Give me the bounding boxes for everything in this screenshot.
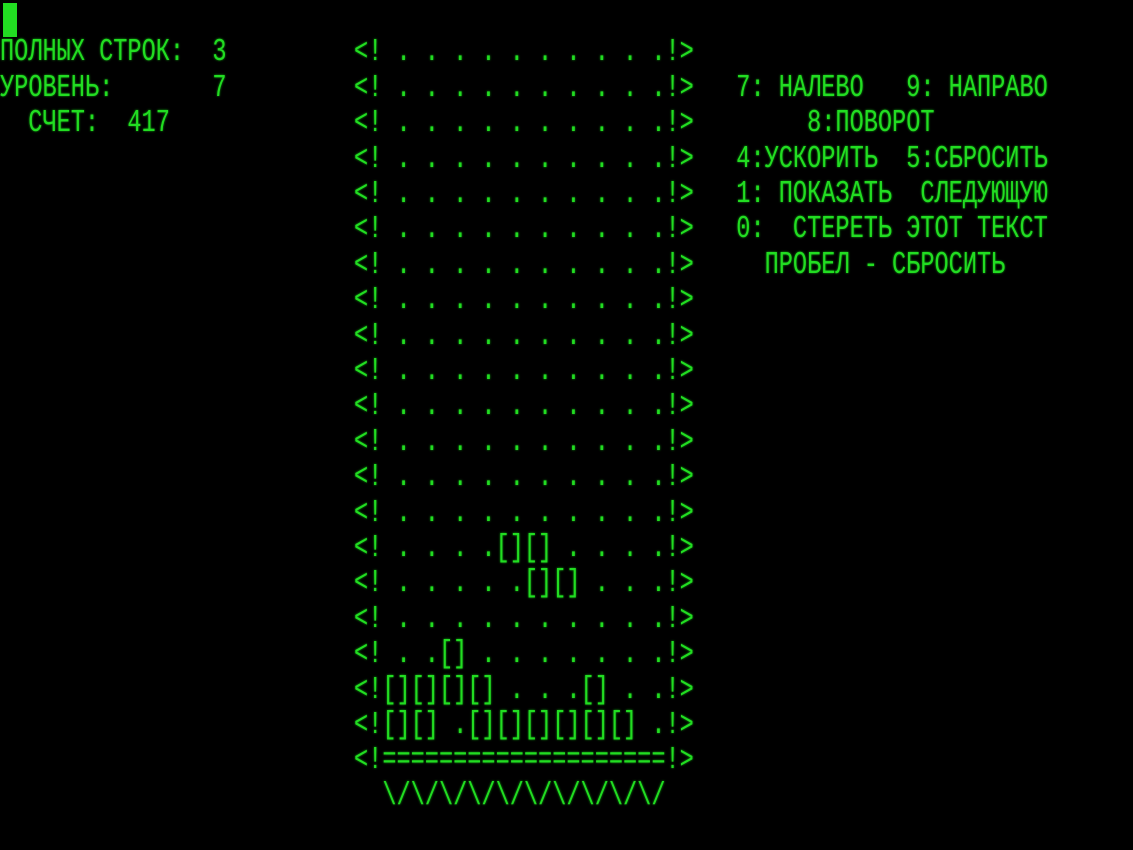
help-speed: 4:УСКОРИТЬ [736, 140, 878, 178]
board-row: <! . . . . . . . . . .!> [354, 70, 694, 107]
board-row: <! . . . . . . . . . .!> [354, 601, 694, 638]
help-left: 7: НАЛЕВО [736, 70, 864, 107]
board-base: \/\/\/\/\/\/\/\/\/\/ [382, 778, 666, 815]
board-row: <! . . . . . . . . . .!> [354, 282, 694, 319]
help-show-next: 1: ПОКАЗАТЬ СЛЕДУЮЩУЮ [736, 176, 1048, 213]
board-row: <! . . . . . . . . . .!> [354, 459, 694, 496]
help-drop: 5:СБРОСИТЬ [906, 140, 1048, 178]
board-row: <! . . . . . . . . . .!> [354, 34, 694, 72]
board-row: <! . . . . . . . . . .!> [354, 247, 694, 284]
board-row: <! . . . . . . . . . .!> [354, 388, 694, 426]
board-row: <! . . . . . . . . . .!> [354, 211, 694, 249]
help-right: 9: НАПРАВО [906, 70, 1048, 107]
help-rotate: 8:ПОВОРОТ [807, 105, 935, 142]
help-space: ПРОБЕЛ - СБРОСИТЬ [764, 247, 1006, 284]
board-row: <! . . . . . . . . . .!> [354, 317, 694, 355]
board-row: <! . . . . . . . . . .!> [354, 353, 694, 390]
board-row: <! . . . . . . . . . .!> [354, 105, 694, 142]
board-floor: <!====================!> [354, 742, 694, 780]
level-label: УРОВЕНЬ: [0, 70, 114, 107]
board-row: <! . . . . . . . . . .!> [354, 140, 694, 178]
level-value: 7 [212, 70, 227, 107]
score-label: СЧЕТ: [28, 105, 100, 142]
board-row: <![][][][] . . .[] . .!> [354, 671, 694, 709]
lines-value: 3 [212, 34, 227, 72]
board-row: <! . . . . . . . . . .!> [354, 494, 694, 532]
score-value: 417 [127, 105, 170, 142]
board-row: <![][] .[][][][][][] .!> [354, 707, 694, 744]
board-row: <! . . . .[][] . . . .!> [354, 530, 694, 567]
board-row: <! . . . . . . . . . .!> [354, 424, 694, 461]
text-cursor [3, 3, 17, 37]
board-row: <! . . . . . . . . . .!> [354, 176, 694, 213]
help-erase: 0: СТЕРЕТЬ ЭТОТ ТЕКСТ [736, 211, 1048, 249]
lines-label: ПОЛНЫХ СТРОК: [0, 34, 185, 72]
board-row: <! . . . . .[][] . . .!> [354, 565, 694, 603]
board-row: <! . .[] . . . . . . .!> [354, 636, 694, 673]
